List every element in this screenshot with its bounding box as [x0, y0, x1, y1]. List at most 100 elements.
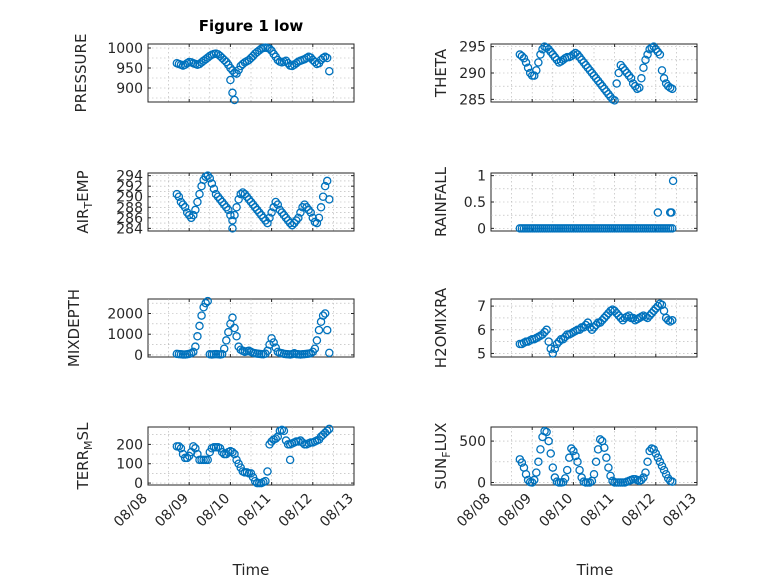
data-point — [560, 332, 570, 342]
data-point — [217, 447, 227, 457]
data-point — [641, 55, 650, 65]
data-point — [643, 457, 652, 467]
data-point — [571, 451, 580, 461]
data-point — [290, 218, 299, 228]
y-tick-label: 500 — [459, 434, 486, 450]
x-tick-label: 08/12 — [619, 491, 659, 531]
data-point — [548, 50, 558, 59]
data-point — [655, 457, 665, 467]
data-point — [558, 334, 568, 344]
data-point — [554, 337, 564, 346]
y-axis-label: AIRTEMP — [74, 170, 95, 233]
y-tick-label: 100 — [116, 457, 143, 473]
y-tick-label: 292 — [116, 179, 143, 195]
data-point — [287, 220, 297, 230]
data-point — [595, 79, 605, 88]
data-point — [193, 197, 202, 207]
data-point — [172, 189, 182, 199]
data-point — [207, 179, 217, 188]
data-point — [178, 200, 188, 209]
panel-theta: 285 290 295 THETA — [432, 40, 698, 108]
data-point — [569, 446, 578, 456]
data-point — [219, 55, 229, 65]
data-point — [657, 66, 667, 75]
data-point — [189, 347, 198, 357]
data-point — [659, 74, 669, 83]
data-point — [517, 51, 527, 61]
y-axis-label: TERRMSL — [74, 422, 95, 491]
data-point — [191, 205, 200, 215]
data-point — [668, 84, 677, 94]
data-point — [228, 313, 237, 322]
data-point — [610, 96, 619, 105]
data-point — [597, 81, 607, 91]
data-point — [585, 478, 595, 487]
data-point — [312, 336, 322, 345]
data-point — [593, 76, 603, 86]
x-tick-label: 08/08 — [454, 491, 494, 531]
data-point — [668, 477, 677, 486]
y-tick-label: 900 — [116, 81, 143, 97]
data-point — [279, 210, 289, 220]
y-tick-label: 1000 — [107, 41, 143, 57]
data-point — [257, 210, 266, 220]
data-point — [626, 74, 636, 83]
data-point — [222, 203, 231, 212]
data-point — [583, 318, 593, 327]
data-point — [653, 301, 663, 311]
data-point — [269, 338, 278, 347]
data-point — [242, 192, 252, 201]
data-point — [205, 174, 215, 183]
data-point — [610, 306, 619, 316]
data-point — [189, 210, 198, 220]
data-point — [294, 213, 303, 223]
data-point — [203, 171, 212, 180]
data-point — [600, 84, 609, 94]
data-point — [320, 309, 330, 318]
data-point — [575, 325, 584, 335]
data-point — [230, 210, 239, 220]
data-point — [581, 60, 591, 70]
data-point — [608, 476, 617, 486]
data-point — [281, 213, 291, 223]
data-point — [267, 208, 276, 217]
data-point — [661, 469, 671, 479]
x-tick-label: 08/10 — [536, 491, 576, 531]
data-point — [296, 208, 305, 217]
y-tick-label: 950 — [116, 61, 143, 77]
x-tick-label: 08/08 — [111, 491, 151, 531]
data-point — [589, 323, 599, 332]
data-point — [597, 316, 607, 325]
data-point — [228, 447, 237, 457]
panel-h2omixra: 5 6 7 H2OMIXRA — [432, 287, 698, 368]
data-point — [618, 63, 628, 72]
data-point — [292, 216, 301, 225]
data-point — [602, 87, 611, 96]
data-point — [275, 205, 285, 215]
series-markers — [515, 42, 677, 105]
data-point — [267, 334, 276, 343]
data-point — [635, 83, 644, 93]
data-point — [649, 306, 658, 316]
figure-title: Figure 1 low — [199, 17, 304, 35]
data-point — [637, 74, 646, 83]
data-point — [224, 205, 233, 215]
data-point — [544, 436, 553, 446]
data-point — [651, 304, 661, 313]
y-tick-label: 6 — [477, 323, 486, 339]
data-point — [538, 45, 547, 54]
data-point — [593, 445, 603, 454]
data-point — [304, 205, 313, 215]
data-point — [248, 200, 258, 209]
data-point — [271, 434, 280, 443]
data-point — [546, 47, 555, 57]
y-tick-label: 200 — [116, 437, 143, 453]
data-point — [657, 461, 667, 471]
data-point — [579, 323, 588, 332]
data-point — [234, 195, 243, 204]
data-point — [548, 463, 558, 472]
data-point — [252, 205, 262, 215]
data-point — [643, 313, 652, 323]
data-point — [575, 52, 584, 62]
data-point — [653, 208, 663, 217]
